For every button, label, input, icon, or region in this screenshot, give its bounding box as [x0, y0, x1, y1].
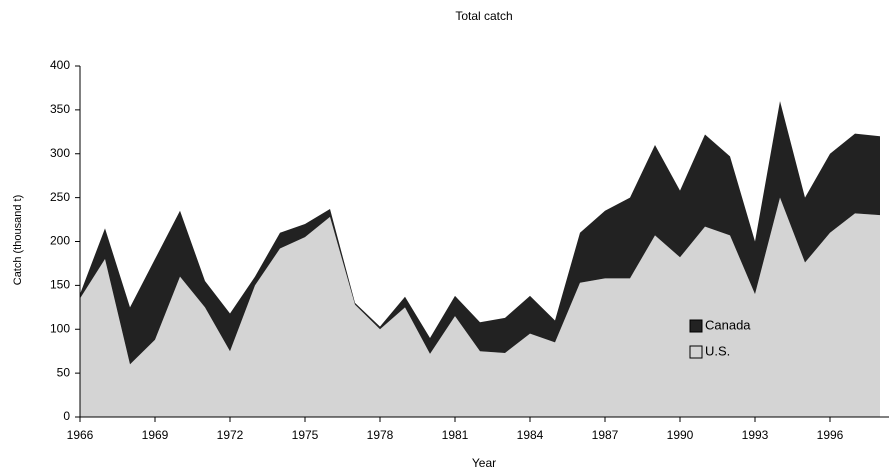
x-tick-label: 1975 [292, 428, 319, 442]
y-tick-label: 200 [50, 234, 70, 248]
y-tick-label: 150 [50, 278, 70, 292]
x-tick-label: 1969 [142, 428, 169, 442]
y-tick-label: 0 [63, 409, 70, 423]
x-tick-label: 1987 [592, 428, 619, 442]
chart-title: Total catch [455, 9, 512, 23]
x-tick-label: 1990 [667, 428, 694, 442]
x-tick-label: 1993 [742, 428, 769, 442]
x-tick-label: 1972 [217, 428, 244, 442]
x-tick-label: 1981 [442, 428, 469, 442]
legend-swatch [689, 319, 703, 333]
x-tick-label: 1984 [517, 428, 544, 442]
legend-label: Canada [705, 317, 751, 332]
y-tick-label: 100 [50, 321, 70, 335]
x-tick-label: 1966 [67, 428, 94, 442]
legend-swatch [689, 345, 703, 359]
x-tick-label: 1978 [367, 428, 394, 442]
area [80, 197, 880, 417]
y-tick-label: 400 [50, 58, 70, 72]
y-tick-label: 350 [50, 102, 70, 116]
y-axis-label: Catch (thousand t) [12, 195, 24, 286]
y-tick-label: 250 [50, 190, 70, 204]
y-tick-label: 50 [57, 365, 71, 379]
x-axis-label: Year [472, 456, 496, 470]
x-tick-label: 1996 [817, 428, 844, 442]
legend-label: U.S. [705, 343, 730, 358]
y-tick-label: 300 [50, 146, 70, 160]
